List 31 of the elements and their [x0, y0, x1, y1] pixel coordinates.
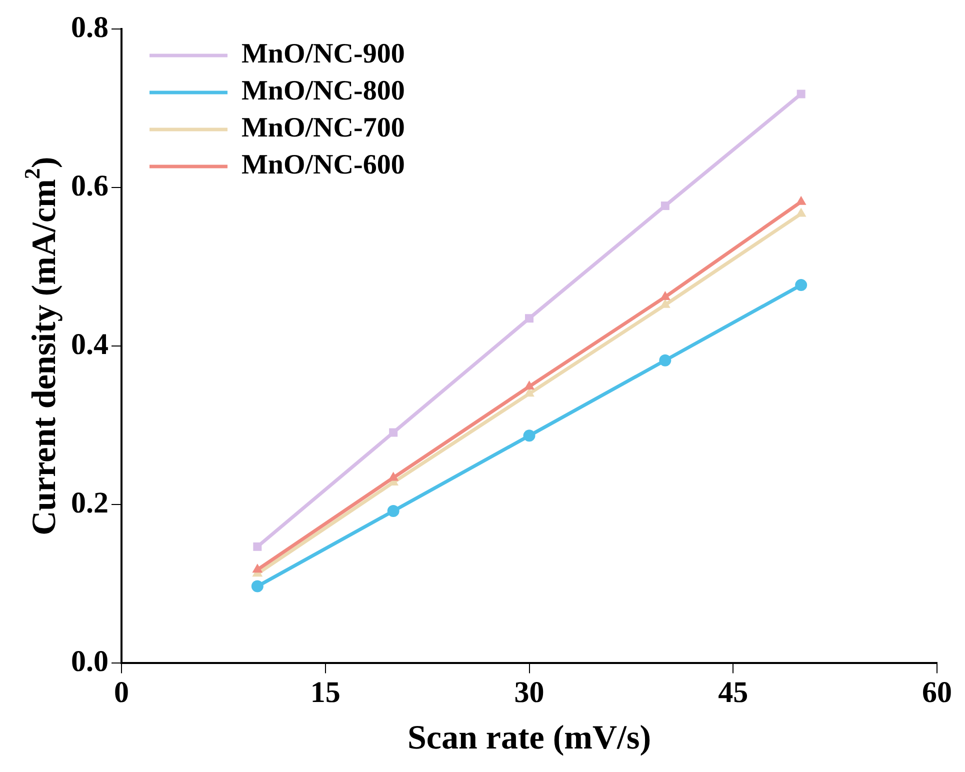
legend-label: MnO/NC-900 — [242, 38, 405, 70]
x-tick-label: 30 — [514, 676, 544, 709]
y-tick-label: 0.6 — [71, 169, 108, 202]
y-axis-title: Current density (mA/cm2) — [20, 156, 63, 536]
point — [525, 314, 534, 323]
y-tick-label: 0.0 — [71, 644, 108, 678]
point — [795, 279, 808, 292]
point — [251, 580, 264, 592]
point — [796, 90, 806, 98]
x-tick-label: 15 — [310, 676, 340, 709]
point — [252, 564, 263, 573]
legend-label: MnO/NC-700 — [242, 112, 405, 144]
point — [796, 208, 806, 217]
point — [387, 504, 400, 517]
x-tick-label: 60 — [922, 676, 952, 709]
point — [253, 542, 262, 551]
legend-label: MnO/NC-800 — [242, 76, 405, 107]
y-tick-label: 0.8 — [71, 10, 108, 44]
x-axis-title: Scan rate (mV/s) — [407, 719, 652, 756]
y-tick-label: 0.2 — [71, 486, 108, 520]
point — [524, 380, 534, 390]
legend-label: MnO/NC-600 — [242, 150, 405, 181]
point — [796, 196, 806, 205]
x-tick-label: 45 — [718, 676, 748, 709]
point — [660, 202, 670, 210]
point — [523, 430, 536, 442]
point — [388, 472, 399, 481]
x-tick-label: 0 — [114, 676, 129, 709]
point — [389, 428, 398, 437]
y-tick-label: 0.4 — [71, 328, 108, 361]
point — [659, 354, 672, 366]
